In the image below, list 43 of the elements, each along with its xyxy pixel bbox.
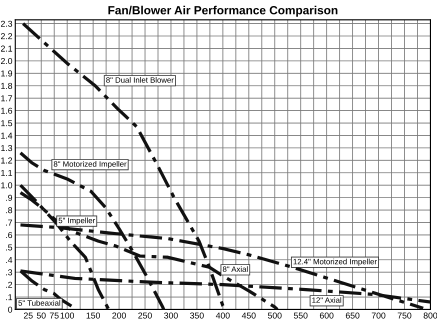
y-tick-label: .8: [6, 207, 12, 214]
y-tick-label: 1.2: [1, 157, 12, 164]
y-tick-label: .1: [6, 294, 12, 300]
y-tick-label: .3: [6, 269, 12, 276]
y-tick-label: 2.3: [0, 20, 12, 27]
y-tick-label: .9: [6, 194, 12, 201]
y-tick-label: 1.6: [1, 108, 12, 114]
y-tick-label: 1.3: [1, 145, 12, 152]
y-tick-label: 1.9: [1, 70, 12, 77]
y-tick-label: .2: [6, 282, 12, 288]
y-tick-label: 1.4: [1, 132, 12, 139]
x-tick-label: 800: [424, 312, 437, 319]
x-tick-label: 400: [216, 312, 230, 319]
y-tick-label: 1.8: [1, 82, 12, 89]
y-tick-label: 2.2: [0, 33, 12, 40]
y-tick-label: 1.1: [1, 170, 12, 176]
x-tick-label: 350: [190, 312, 204, 319]
y-tick-label: 2.1: [0, 46, 12, 52]
x-tick-label: 50: [36, 312, 46, 319]
x-tick-label: 100: [60, 312, 74, 319]
y-tick-label: 1.7: [1, 95, 12, 102]
x-tick-label: 450: [242, 312, 256, 319]
x-tick-label: 550: [294, 312, 308, 319]
y-tick-label: .7: [6, 220, 12, 226]
chart-title: Fan/Blower Air Performance Comparison: [108, 6, 338, 17]
x-tick-label: 750: [398, 312, 412, 319]
x-tick-label: 250: [138, 312, 152, 319]
y-tick-label: 2.0: [0, 58, 12, 64]
x-tick-label: 500: [268, 312, 282, 319]
x-tick-label: 150: [86, 312, 100, 319]
y-tick-label: 0: [8, 306, 12, 313]
x-tick-label: 25: [24, 312, 33, 319]
x-tick-label: 300: [164, 312, 178, 319]
y-tick-label: .6: [6, 232, 12, 238]
y-tick-label: .5: [6, 244, 12, 251]
x-tick-label: 700: [372, 312, 386, 319]
y-tick-label: .4: [6, 256, 12, 263]
x-tick-label: 200: [112, 312, 126, 319]
x-tick-label: 75: [50, 312, 59, 319]
y-tick-label: 1.5: [1, 120, 12, 126]
x-tick-label: 650: [346, 312, 360, 319]
y-tick-label: 1.0: [1, 182, 12, 188]
x-tick-label: 600: [320, 312, 334, 319]
